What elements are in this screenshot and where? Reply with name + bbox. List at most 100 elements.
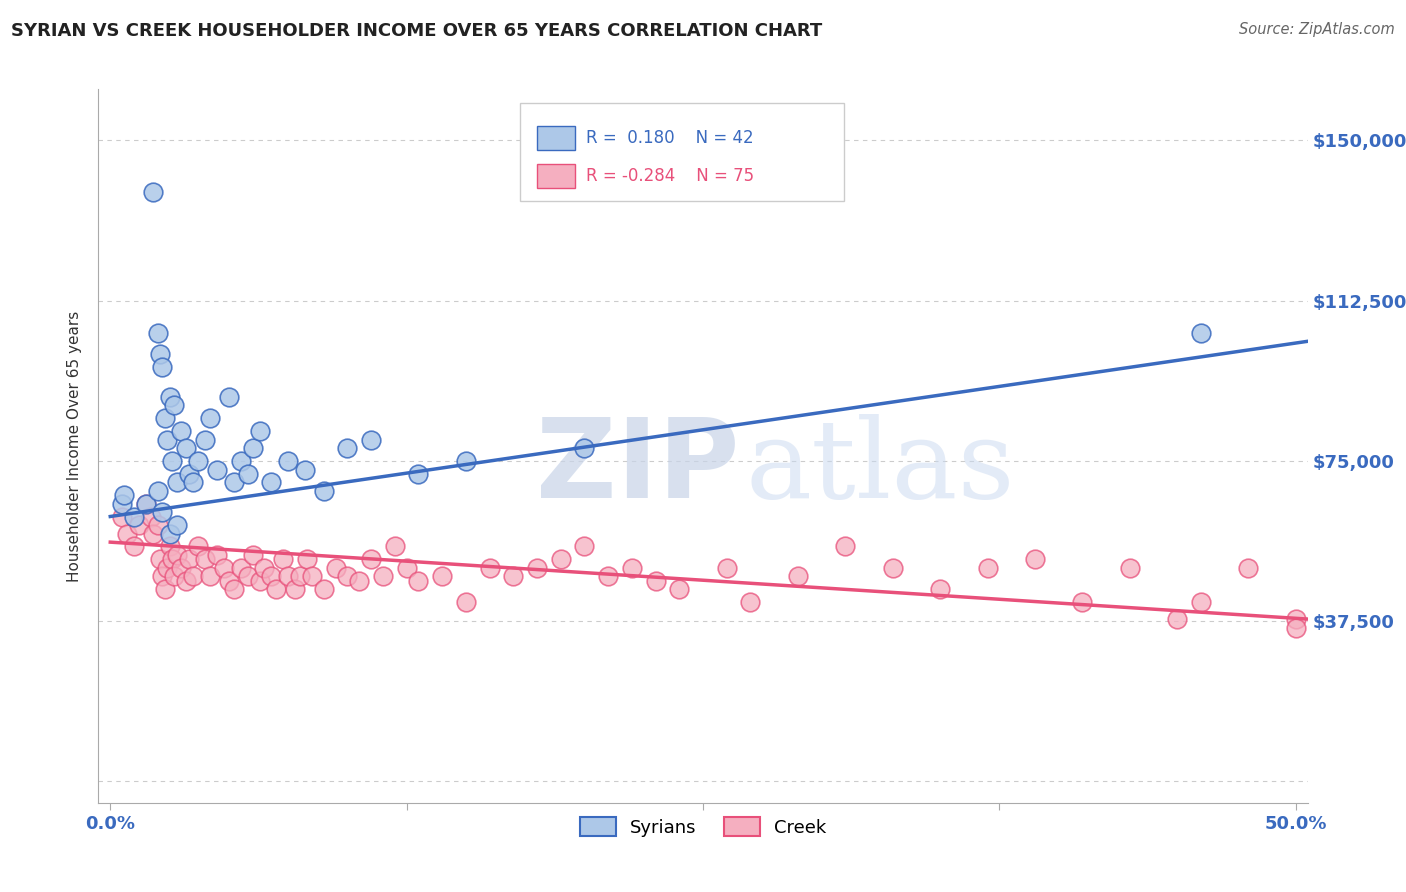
Point <box>114 488 136 502</box>
Point <box>253 561 276 575</box>
Point <box>159 540 181 554</box>
Point <box>139 509 162 524</box>
Point <box>198 411 221 425</box>
Point <box>242 548 264 562</box>
Point <box>360 552 382 566</box>
Point <box>212 561 235 575</box>
Point <box>174 574 197 588</box>
Point <box>284 582 307 596</box>
Point <box>135 497 157 511</box>
Point <box>177 552 200 566</box>
Legend: Syrians, Creek: Syrians, Creek <box>572 810 834 844</box>
Point <box>163 398 186 412</box>
Point <box>194 433 217 447</box>
Point <box>325 561 347 575</box>
Point <box>174 441 197 455</box>
Point <box>146 326 169 340</box>
Point <box>160 454 183 468</box>
Point <box>384 540 406 554</box>
Point <box>249 424 271 438</box>
Point <box>260 569 283 583</box>
Point <box>502 569 524 583</box>
Point <box>149 552 172 566</box>
Point <box>668 582 690 596</box>
Point <box>222 582 245 596</box>
Y-axis label: Householder Income Over 65 years: Householder Income Over 65 years <box>67 310 83 582</box>
Point <box>160 552 183 566</box>
Point <box>146 518 169 533</box>
Point <box>395 561 418 575</box>
Point <box>277 454 299 468</box>
Point <box>454 454 477 468</box>
Point <box>236 467 259 481</box>
Point <box>336 569 359 583</box>
Point <box>166 548 188 562</box>
Point <box>198 569 221 583</box>
Point <box>288 569 311 583</box>
Point <box>170 424 193 438</box>
Point <box>360 433 382 447</box>
Point <box>976 561 998 575</box>
Point <box>111 509 134 524</box>
Point <box>312 483 335 498</box>
Point <box>294 462 316 476</box>
Point <box>205 548 228 562</box>
Point <box>205 462 228 476</box>
Point <box>882 561 904 575</box>
Point <box>1189 595 1212 609</box>
Point <box>347 574 370 588</box>
Point <box>312 582 335 596</box>
Point <box>929 582 952 596</box>
Point <box>371 569 394 583</box>
Point <box>159 390 181 404</box>
Point <box>170 561 193 575</box>
Point <box>218 574 240 588</box>
Point <box>166 518 188 533</box>
Point <box>644 574 666 588</box>
Point <box>163 569 186 583</box>
Text: Source: ZipAtlas.com: Source: ZipAtlas.com <box>1239 22 1395 37</box>
Point <box>236 569 259 583</box>
Point <box>1024 552 1046 566</box>
Point <box>142 526 165 541</box>
Point <box>122 509 145 524</box>
Point <box>620 561 643 575</box>
Text: R =  0.180    N = 42: R = 0.180 N = 42 <box>586 129 754 147</box>
Point <box>478 561 501 575</box>
Point <box>187 540 209 554</box>
Point <box>408 574 430 588</box>
Point <box>181 569 204 583</box>
Text: atlas: atlas <box>745 414 1015 521</box>
Point <box>740 595 762 609</box>
Point <box>156 561 179 575</box>
Point <box>264 582 287 596</box>
Point <box>1237 561 1260 575</box>
Point <box>301 569 323 583</box>
Text: SYRIAN VS CREEK HOUSEHOLDER INCOME OVER 65 YEARS CORRELATION CHART: SYRIAN VS CREEK HOUSEHOLDER INCOME OVER … <box>11 22 823 40</box>
Point <box>177 467 200 481</box>
Text: ZIP: ZIP <box>536 414 740 521</box>
Point <box>242 441 264 455</box>
Point <box>187 454 209 468</box>
Point <box>574 441 596 455</box>
Point <box>273 552 295 566</box>
Point <box>111 497 134 511</box>
Point <box>277 569 299 583</box>
Point <box>834 540 856 554</box>
Point <box>1166 612 1188 626</box>
Point <box>181 475 204 490</box>
Point <box>194 552 217 566</box>
Point <box>1285 621 1308 635</box>
Point <box>249 574 271 588</box>
Point <box>222 475 245 490</box>
Text: R = -0.284    N = 75: R = -0.284 N = 75 <box>586 167 755 185</box>
Point <box>1285 612 1308 626</box>
Point <box>550 552 572 566</box>
Point <box>142 185 165 199</box>
Point <box>218 390 240 404</box>
Point <box>336 441 359 455</box>
Point <box>128 518 150 533</box>
Point <box>229 454 252 468</box>
Point <box>408 467 430 481</box>
Point <box>159 526 181 541</box>
